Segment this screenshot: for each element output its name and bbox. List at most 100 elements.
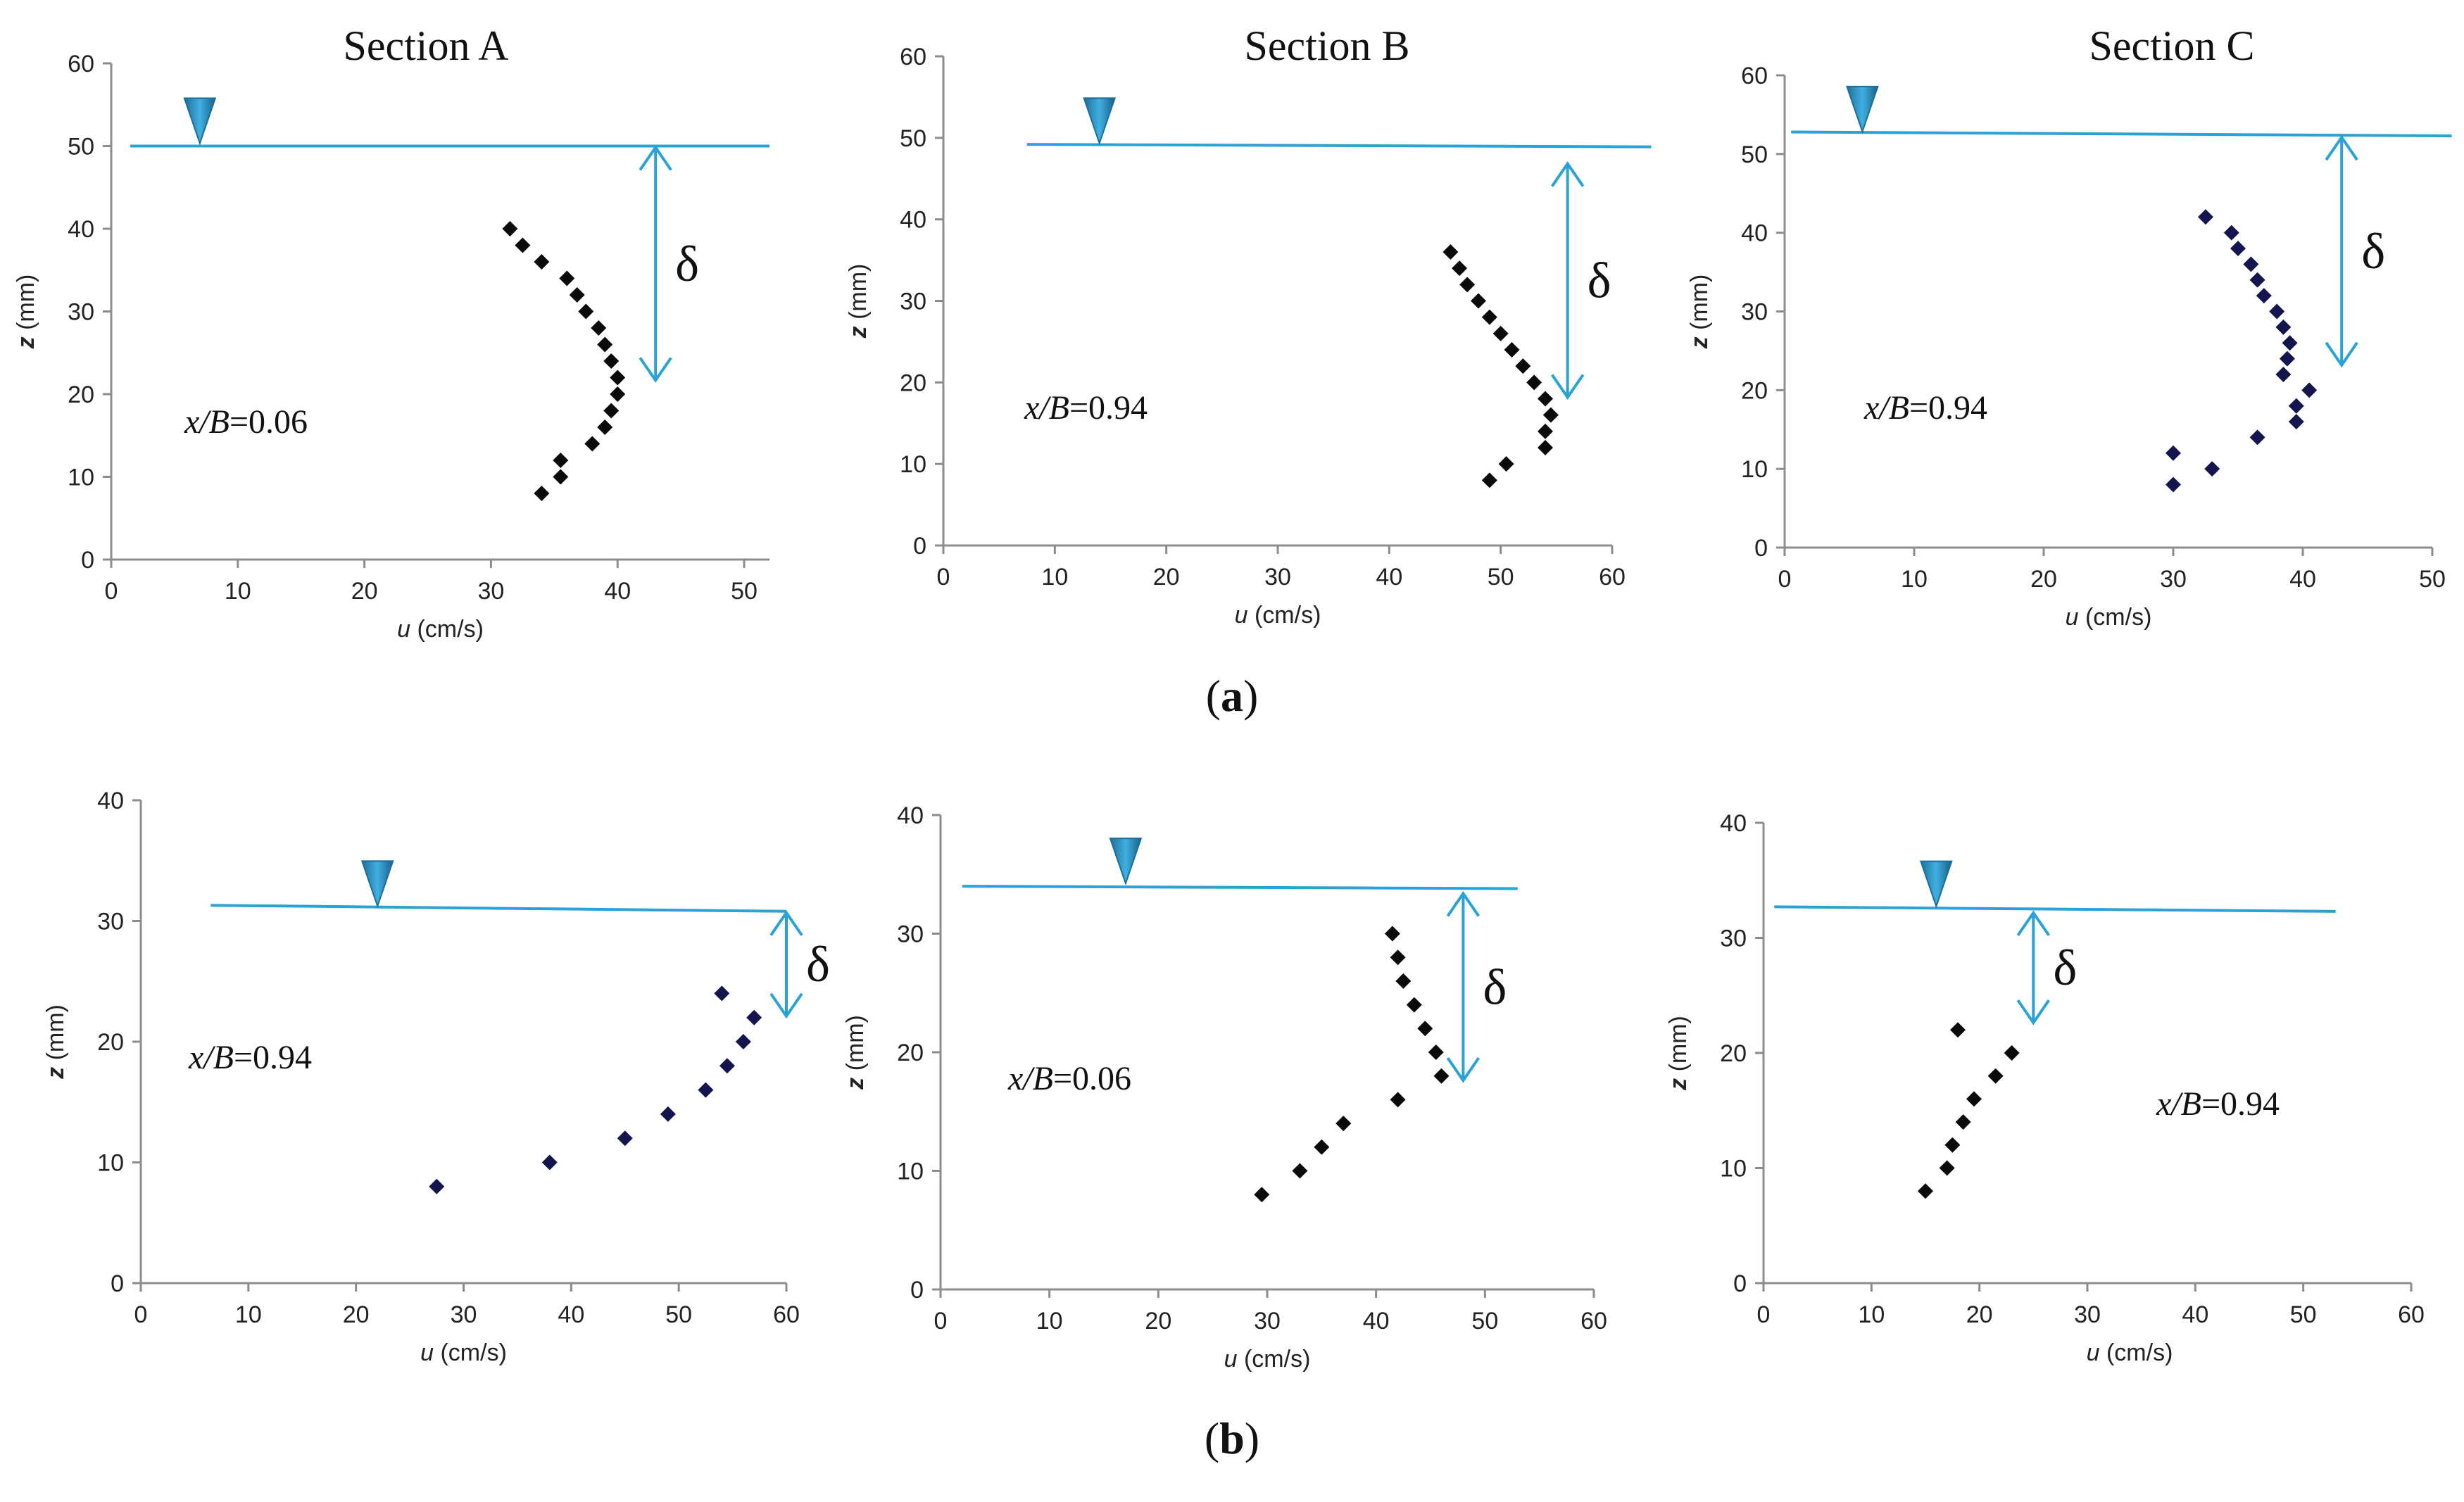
delta-label: δ (2053, 940, 2077, 996)
xb-annotation: x/B=0.94 (1863, 389, 1987, 427)
y-tick-label: 10 (900, 451, 926, 478)
data-point (2279, 351, 2295, 367)
data-point (1314, 1139, 1330, 1155)
y-tick-label: 0 (81, 547, 94, 574)
x-axis-label: u (cm/s) (1235, 602, 1321, 629)
y-tick-label: 60 (900, 44, 926, 70)
data-point (2223, 225, 2239, 241)
y-tick-label: 10 (68, 465, 94, 491)
y-tick-label: 50 (68, 134, 94, 160)
y-tick-label: 40 (68, 216, 94, 243)
data-point (2249, 272, 2265, 288)
data-point (1254, 1187, 1270, 1203)
x-tick-label: 60 (1580, 1308, 1607, 1334)
x-tick-label: 40 (2182, 1301, 2208, 1328)
data-point (597, 419, 613, 435)
data-point (541, 1154, 558, 1170)
y-tick-label: 10 (97, 1150, 124, 1177)
data-point (559, 270, 575, 286)
x-tick-label: 50 (2419, 566, 2446, 593)
data-point (735, 1034, 751, 1049)
y-tick-label: 30 (1741, 299, 1768, 326)
x-tick-label: 0 (1778, 566, 1792, 593)
data-point (2275, 366, 2292, 382)
delta-arrow-head-top (639, 144, 672, 171)
panel-title: Section C (2089, 23, 2255, 69)
data-point (1292, 1163, 1308, 1179)
data-point (2249, 429, 2265, 446)
y-tick-label: 30 (97, 909, 124, 935)
y-tick-label: 10 (1741, 456, 1768, 483)
data-point (698, 1082, 714, 1098)
y-tick-label: 0 (1754, 535, 1768, 562)
data-point (1955, 1114, 1971, 1130)
x-tick-label: 30 (2074, 1301, 2101, 1328)
data-point (1538, 391, 1553, 407)
data-point (1390, 949, 1406, 966)
y-tick-label: 30 (900, 289, 926, 315)
y-tick-label: 40 (900, 207, 926, 234)
subfigure-caption: (b) (1205, 1413, 1259, 1463)
x-tick-label: 20 (2030, 566, 2057, 593)
data-point (2230, 241, 2246, 257)
data-point (584, 436, 601, 452)
data-point (1471, 293, 1486, 309)
x-tick-label: 20 (1145, 1308, 1171, 1334)
y-tick-label: 30 (1720, 926, 1747, 952)
x-tick-label: 20 (1153, 564, 1180, 591)
y-tick-label: 0 (910, 1277, 924, 1304)
free-surface-line (962, 885, 1518, 890)
delta-arrow-head-bottom (769, 992, 803, 1019)
y-tick-label: 40 (1720, 810, 1747, 837)
data-point (660, 1106, 676, 1122)
data-point (534, 254, 550, 270)
y-tick-label: 60 (1741, 63, 1768, 89)
xb-annotation: x/B=0.94 (188, 1039, 312, 1076)
x-tick-label: 0 (105, 578, 118, 605)
data-point (553, 453, 569, 468)
data-point (569, 287, 585, 303)
delta-label: δ (806, 936, 830, 992)
data-point (603, 353, 620, 369)
data-point (2166, 445, 2181, 461)
y-axis-label: z (mm) (1686, 274, 1713, 350)
y-tick-label: 20 (1741, 377, 1768, 404)
y-tick-label: 20 (68, 381, 94, 408)
y-tick-label: 40 (897, 802, 924, 829)
y-tick-label: 20 (97, 1029, 124, 1056)
data-point (1335, 1116, 1352, 1132)
data-point (1939, 1160, 1955, 1176)
data-point (603, 403, 620, 419)
data-point (1384, 926, 1400, 942)
data-point (1481, 309, 1497, 325)
x-tick-label: 0 (1757, 1301, 1771, 1328)
panel-6: 0 10 20 30 40 50 60 0 10 20 30 40 u (cm/s) z (mm) x/B=… (1665, 810, 2425, 1366)
x-tick-label: 30 (478, 578, 505, 605)
x-tick-label: 40 (1363, 1308, 1390, 1334)
data-point (597, 336, 613, 353)
data-point (714, 985, 730, 1002)
data-point (610, 370, 626, 386)
y-tick-label: 40 (1741, 220, 1768, 247)
x-tick-label: 10 (1041, 564, 1068, 591)
y-tick-label: 20 (897, 1040, 924, 1066)
water-level-triangle-icon (1109, 838, 1143, 886)
delta-arrow-head-bottom (2325, 341, 2358, 368)
x-tick-label: 10 (235, 1301, 262, 1328)
delta-arrow-head-bottom (2016, 999, 2050, 1025)
y-axis-label: z (mm) (1665, 1016, 1692, 1091)
data-point (2166, 477, 2181, 493)
y-tick-label: 20 (900, 370, 926, 396)
x-tick-label: 10 (225, 578, 251, 605)
data-point (1504, 342, 1520, 358)
data-point (429, 1178, 445, 1194)
data-point (1492, 325, 1509, 341)
data-point (1481, 472, 1497, 488)
x-tick-label: 10 (1901, 566, 1928, 593)
data-point (534, 486, 550, 501)
data-point (2282, 335, 2298, 351)
x-tick-label: 60 (1599, 564, 1626, 591)
data-point (2288, 398, 2304, 414)
panel-1: 0 10 20 30 40 50 0 10 20 30 40 50 60 u (cm/s) z (mm) Se… (13, 23, 769, 643)
water-level-triangle-icon (1845, 85, 1879, 134)
